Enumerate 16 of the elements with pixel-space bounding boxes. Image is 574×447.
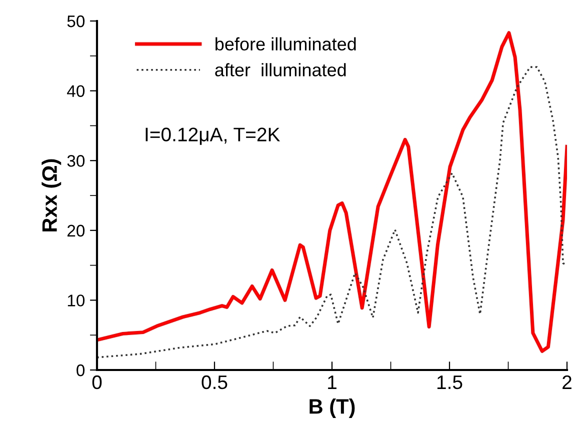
y-axis-title: Rxx (Ω) xyxy=(42,159,62,232)
x-tick-label: 1 xyxy=(328,376,336,389)
x-tick-label: 1.5 xyxy=(437,376,462,390)
y-tick-label: 20 xyxy=(67,224,85,237)
legend-label: before illuminated xyxy=(216,37,356,51)
y-tick-label: 10 xyxy=(68,294,85,306)
legend-label: after illuminated xyxy=(215,63,346,76)
y-tick-label: 50 xyxy=(67,15,85,28)
x-tick-label: 0 xyxy=(92,375,102,390)
y-tick-label: 40 xyxy=(67,85,85,98)
x-tick-label: 0.5 xyxy=(202,375,228,390)
x-axis-title: B (T) xyxy=(310,398,355,418)
x-tick-label: 2 xyxy=(562,375,572,389)
annotation: I=0.12μA, T=2K xyxy=(146,128,280,145)
y-tick-label: 0 xyxy=(76,364,85,376)
y-tick-label: 30 xyxy=(67,155,85,167)
